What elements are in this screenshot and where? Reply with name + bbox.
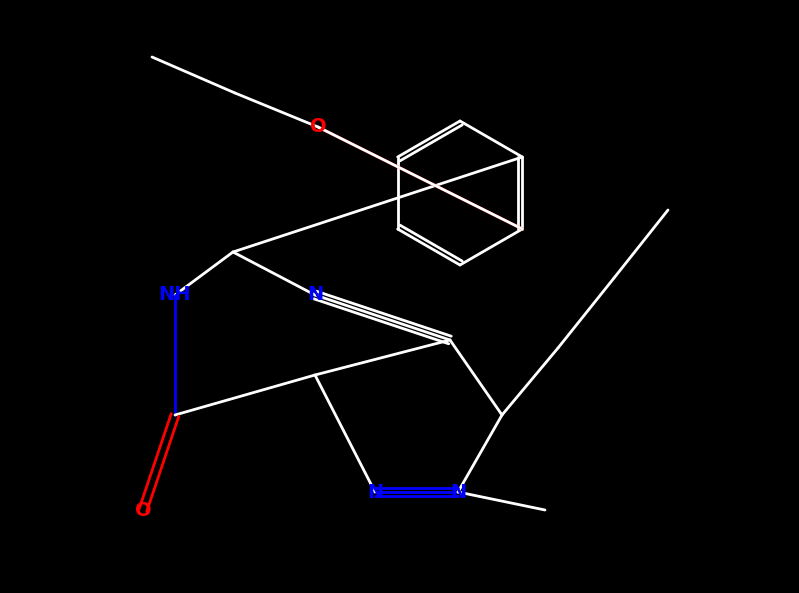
Text: N: N [307, 285, 323, 304]
Text: NH: NH [159, 285, 191, 304]
Text: N: N [367, 483, 384, 502]
Text: N: N [450, 483, 466, 502]
Text: O: O [135, 500, 151, 519]
Text: O: O [310, 117, 326, 136]
